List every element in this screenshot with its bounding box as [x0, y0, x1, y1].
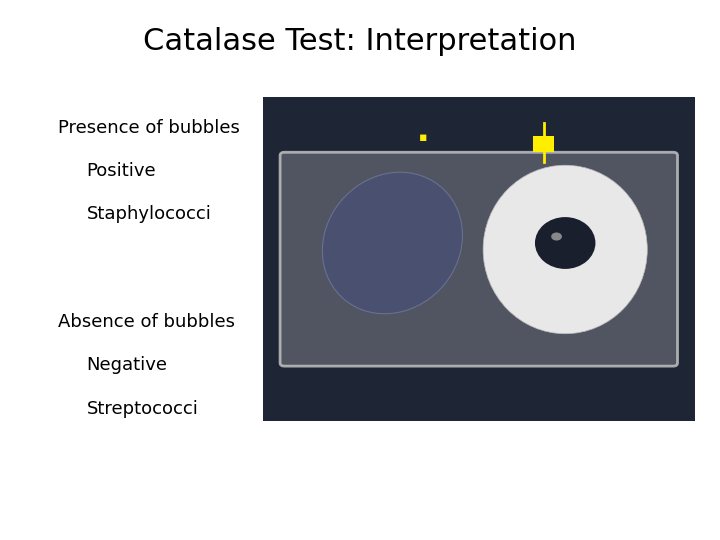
- Text: Staphylococci: Staphylococci: [86, 205, 211, 223]
- Text: Streptococci: Streptococci: [86, 400, 198, 417]
- Ellipse shape: [552, 232, 562, 241]
- Bar: [533, 136, 554, 152]
- Ellipse shape: [483, 165, 647, 334]
- Text: Presence of bubbles: Presence of bubbles: [58, 119, 240, 137]
- Text: ▪: ▪: [418, 131, 427, 144]
- Text: Positive: Positive: [86, 162, 156, 180]
- Ellipse shape: [323, 172, 462, 314]
- Ellipse shape: [535, 217, 595, 269]
- FancyBboxPatch shape: [280, 152, 678, 366]
- Text: +: +: [536, 135, 551, 153]
- Text: Catalase Test: Interpretation: Catalase Test: Interpretation: [143, 27, 577, 56]
- Text: Absence of bubbles: Absence of bubbles: [58, 313, 235, 331]
- Text: Negative: Negative: [86, 356, 167, 374]
